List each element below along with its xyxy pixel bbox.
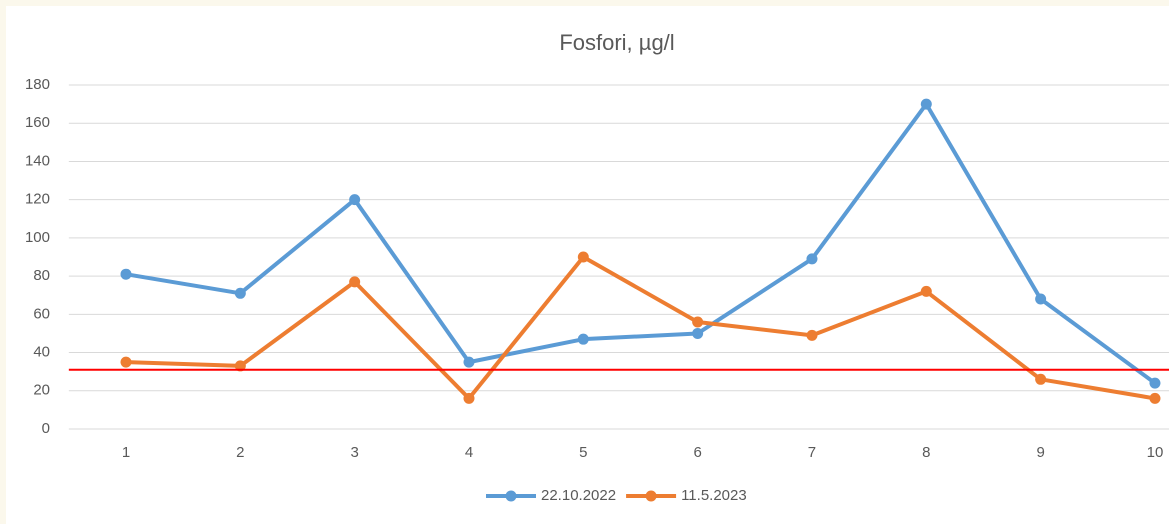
data-point: [1149, 392, 1161, 404]
x-tick-label: 2: [236, 444, 244, 461]
y-tick-label: 60: [33, 305, 50, 322]
x-tick-label: 3: [350, 444, 358, 461]
series-line: [125, 102, 1157, 385]
data-point: [1035, 293, 1047, 305]
y-tick-label: 180: [25, 76, 50, 93]
data-point: [577, 251, 589, 263]
data-point: [692, 316, 704, 328]
legend-label: 11.5.2023: [681, 487, 747, 504]
x-tick-label: 8: [922, 444, 930, 461]
data-point: [120, 356, 132, 368]
data-point: [120, 268, 132, 280]
series-line: [125, 255, 1156, 401]
x-tick-label: 4: [465, 444, 473, 461]
y-tick-label: 120: [25, 191, 50, 208]
legend-marker: [645, 490, 657, 502]
data-point: [463, 392, 475, 404]
x-tick-label: 9: [1036, 444, 1044, 461]
data-point: [806, 329, 818, 341]
data-point: [692, 327, 704, 339]
data-point: [920, 285, 932, 297]
x-tick-label: 6: [693, 444, 701, 461]
data-point: [577, 333, 589, 345]
y-tick-label: 100: [25, 229, 50, 246]
data-point: [234, 360, 246, 372]
data-point: [463, 356, 475, 368]
y-tick-label: 40: [33, 344, 50, 361]
y-tick-label: 20: [33, 382, 50, 399]
chart-title: Fosfori, µg/l: [559, 30, 674, 55]
data-point: [234, 287, 246, 299]
data-point: [920, 98, 932, 110]
y-tick-label: 0: [42, 420, 50, 437]
x-tick-label: 7: [808, 444, 816, 461]
y-tick-label: 140: [25, 152, 50, 169]
data-point: [349, 276, 361, 288]
legend-label: 22.10.2022: [541, 487, 616, 504]
x-tick-label: 10: [1147, 444, 1164, 461]
y-tick-label: 80: [33, 267, 50, 284]
y-tick-label: 160: [25, 114, 50, 131]
data-point: [1149, 377, 1161, 389]
data-point: [1035, 373, 1047, 385]
data-point: [806, 253, 818, 265]
x-tick-label: 1: [122, 444, 130, 461]
chart-background: [6, 6, 1169, 524]
data-point: [349, 194, 361, 206]
legend-marker: [505, 490, 517, 502]
x-tick-label: 5: [579, 444, 587, 461]
